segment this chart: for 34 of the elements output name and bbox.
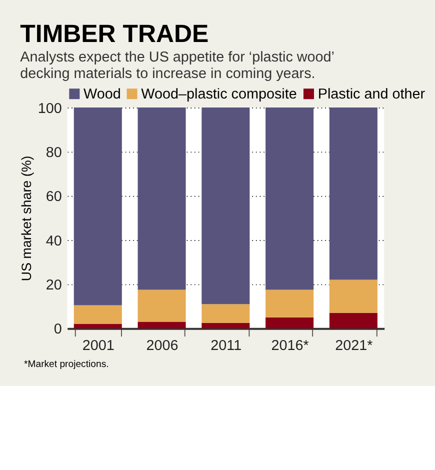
- y-tick-label: 40: [46, 233, 62, 250]
- chart-title: TIMBER TRADE: [20, 20, 209, 48]
- x-tick-label: 2001: [82, 338, 114, 354]
- bar: [202, 322, 250, 328]
- bar: [202, 304, 250, 323]
- text: Analysts expect the US appetite for ‘plastic wood’: [20, 49, 335, 66]
- y-tick-label: 60: [46, 189, 62, 206]
- text: decking materials to increase in coming years.: [20, 66, 316, 82]
- x-tick-label: 2011: [210, 338, 242, 354]
- y-tick-label: 20: [46, 278, 62, 294]
- bar: [266, 290, 314, 318]
- bar: [266, 317, 314, 328]
- bar: [329, 280, 378, 313]
- x-tick-label: 2016*: [271, 338, 310, 354]
- bar: [329, 108, 378, 280]
- y-tick-label: 100: [38, 100, 62, 117]
- text: *Market projections.: [24, 358, 109, 370]
- legend-label: Plastic and other: [318, 86, 426, 103]
- bar: [74, 305, 122, 324]
- legend-label: Wood: [84, 86, 121, 103]
- x-tick-label: 2006: [146, 338, 178, 354]
- y-tick-label: 0: [54, 322, 62, 338]
- bar: [138, 108, 186, 290]
- bar: [329, 312, 378, 328]
- bar: [202, 108, 250, 304]
- bar: [138, 322, 186, 328]
- y-axis-title: US market share (%): [19, 156, 34, 282]
- bar: [266, 108, 314, 290]
- bar: [138, 290, 186, 322]
- y-tick-label: 80: [46, 144, 62, 161]
- bar: [74, 108, 122, 306]
- x-tick-label: 2021*: [335, 338, 374, 354]
- bar: [74, 324, 122, 328]
- legend-label: Wood–plastic composite: [141, 86, 297, 103]
